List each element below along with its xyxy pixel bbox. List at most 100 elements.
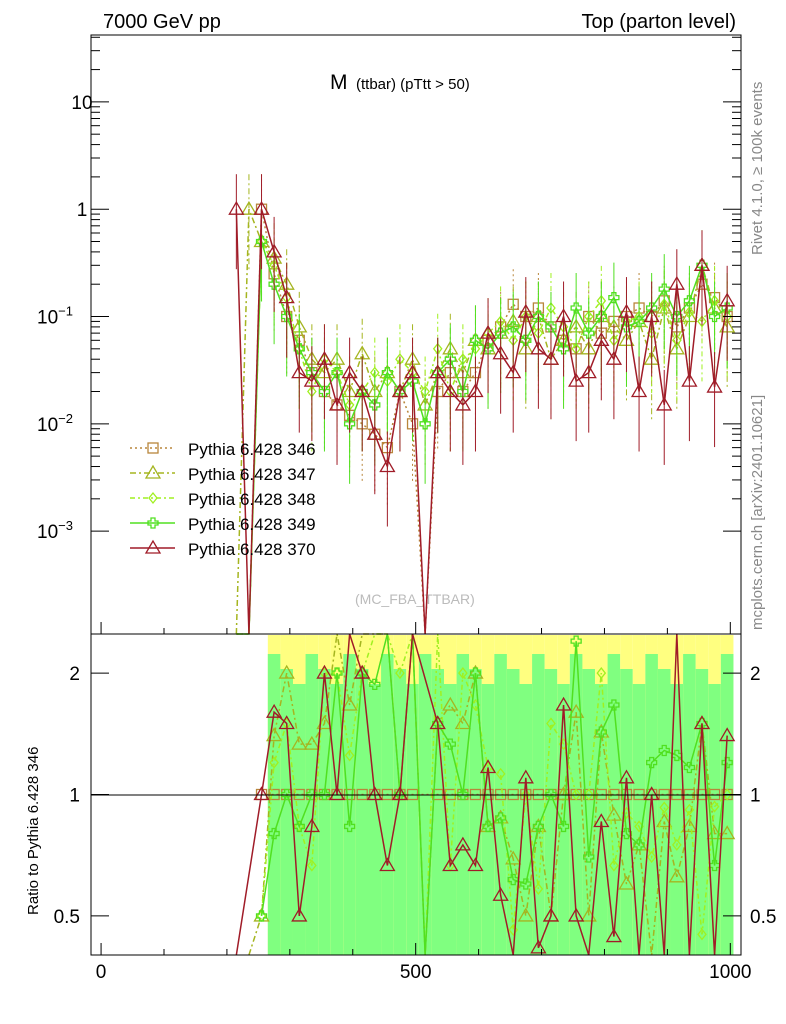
ratio-point xyxy=(494,812,507,824)
data-point xyxy=(530,340,547,355)
y-tick-label: 1 xyxy=(77,200,88,221)
ratio-tick-label: 2 xyxy=(69,664,80,685)
ratio-band-green xyxy=(469,669,482,955)
ratio-tick-label: 1 xyxy=(69,786,80,807)
ratio-point xyxy=(568,907,585,922)
ratio-point xyxy=(605,928,623,943)
legend-marker xyxy=(144,464,162,479)
ratio-point xyxy=(633,839,645,851)
legend-label: Pythia 6.428 348 xyxy=(188,490,316,509)
ratio-point xyxy=(395,667,405,680)
data-point xyxy=(505,364,522,379)
ratio-point xyxy=(442,696,459,711)
ratio-band-green xyxy=(292,684,306,955)
legend-label: Pythia 6.428 347 xyxy=(188,465,316,484)
series-line xyxy=(235,208,728,635)
data-point xyxy=(454,396,472,411)
ratio-band-green xyxy=(519,684,533,955)
ratio-band-green xyxy=(393,669,407,955)
ratio-point xyxy=(595,726,607,738)
ratio-point xyxy=(341,696,358,711)
legend-marker xyxy=(147,442,159,454)
ratio-point xyxy=(557,820,570,833)
ratio-point xyxy=(344,749,355,762)
header-right: Top (parton level) xyxy=(581,11,736,33)
ratio-y-label: Ratio to Pythia 6.428 346 xyxy=(25,747,42,915)
ratio-band-green xyxy=(569,654,583,955)
series-line xyxy=(236,238,728,635)
ratio-band-green xyxy=(305,654,319,955)
ratio-point xyxy=(508,923,519,936)
ratio-band-green xyxy=(720,654,734,955)
chart-title-sub: (ttbar) (pTtt > 50) xyxy=(356,76,470,93)
data-point xyxy=(265,243,283,258)
ratio-band-green xyxy=(695,669,709,955)
ratio-point xyxy=(454,715,472,730)
data-point xyxy=(593,332,610,346)
ratio-point xyxy=(656,813,673,828)
ratio-point xyxy=(307,859,317,872)
ratio-point xyxy=(458,667,468,680)
data-point xyxy=(343,418,356,430)
ratio-band-green xyxy=(355,669,369,955)
y-tick-label: 10 xyxy=(71,93,92,114)
chart-title-main: M xyxy=(330,71,348,94)
data-point xyxy=(328,396,346,411)
x-tick-label: 500 xyxy=(400,962,432,983)
ratio-point xyxy=(681,818,698,833)
ratio-point xyxy=(391,786,409,801)
ratio-point xyxy=(532,820,545,833)
data-point xyxy=(605,350,623,365)
ratio-tick-label-right: 0.5 xyxy=(750,907,776,928)
data-point xyxy=(568,372,585,387)
ratio-band-green xyxy=(456,654,470,955)
data-point xyxy=(354,383,371,398)
ratio-band-green xyxy=(532,654,545,955)
ratio-band-green xyxy=(444,684,457,955)
data-point xyxy=(391,383,409,398)
ratio-tick-label-right: 2 xyxy=(750,664,761,685)
ratio-point xyxy=(533,882,544,895)
data-point xyxy=(467,383,484,398)
ratio-point xyxy=(530,939,547,954)
ratio-point xyxy=(668,868,685,883)
y-tick-label: 10−2 xyxy=(37,411,73,436)
ratio-band-green xyxy=(267,654,281,955)
legend: Pythia 6.428 346 Pythia 6.428 347 Pythia 6… xyxy=(130,440,316,559)
legend-marker xyxy=(148,491,158,505)
ratio-point xyxy=(454,836,472,851)
y-tick-label: 10−3 xyxy=(37,518,73,543)
series-line xyxy=(236,241,728,635)
data-point xyxy=(517,303,534,318)
ratio-point xyxy=(492,886,509,901)
data-point xyxy=(555,308,572,323)
ratio-tick-label-right: 1 xyxy=(750,786,761,807)
ratio-band-green xyxy=(607,654,621,955)
mcplots-label: mcplots.cern.ch [arXiv:2401.10621] xyxy=(749,395,766,630)
data-point xyxy=(545,321,557,333)
y-tick-label: 10−1 xyxy=(37,304,73,329)
data-point xyxy=(240,200,258,215)
ratio-point xyxy=(721,756,733,769)
ratio-point xyxy=(293,820,305,833)
ratio-point xyxy=(303,735,320,750)
ratio-point xyxy=(609,859,619,872)
ratio-band-green xyxy=(431,669,445,955)
data-point xyxy=(697,315,707,328)
ratio-line xyxy=(260,633,728,956)
ratio-tick-label: 0.5 xyxy=(54,907,80,928)
ratio-point xyxy=(507,873,519,886)
data-point xyxy=(683,295,696,307)
legend-label: Pythia 6.428 370 xyxy=(188,540,316,559)
watermark: (MC_FBA_TTBAR) xyxy=(355,591,475,607)
data-point xyxy=(366,425,383,440)
data-point xyxy=(507,321,519,333)
ratio-point xyxy=(457,788,469,801)
ratio-point xyxy=(278,664,295,679)
ratio-point xyxy=(684,803,695,816)
data-point xyxy=(341,364,358,379)
ratio-point xyxy=(328,786,346,801)
series-Pythia-6-428-370 xyxy=(228,174,736,956)
ratio-band-green xyxy=(582,669,596,955)
ratio-point xyxy=(331,667,343,679)
